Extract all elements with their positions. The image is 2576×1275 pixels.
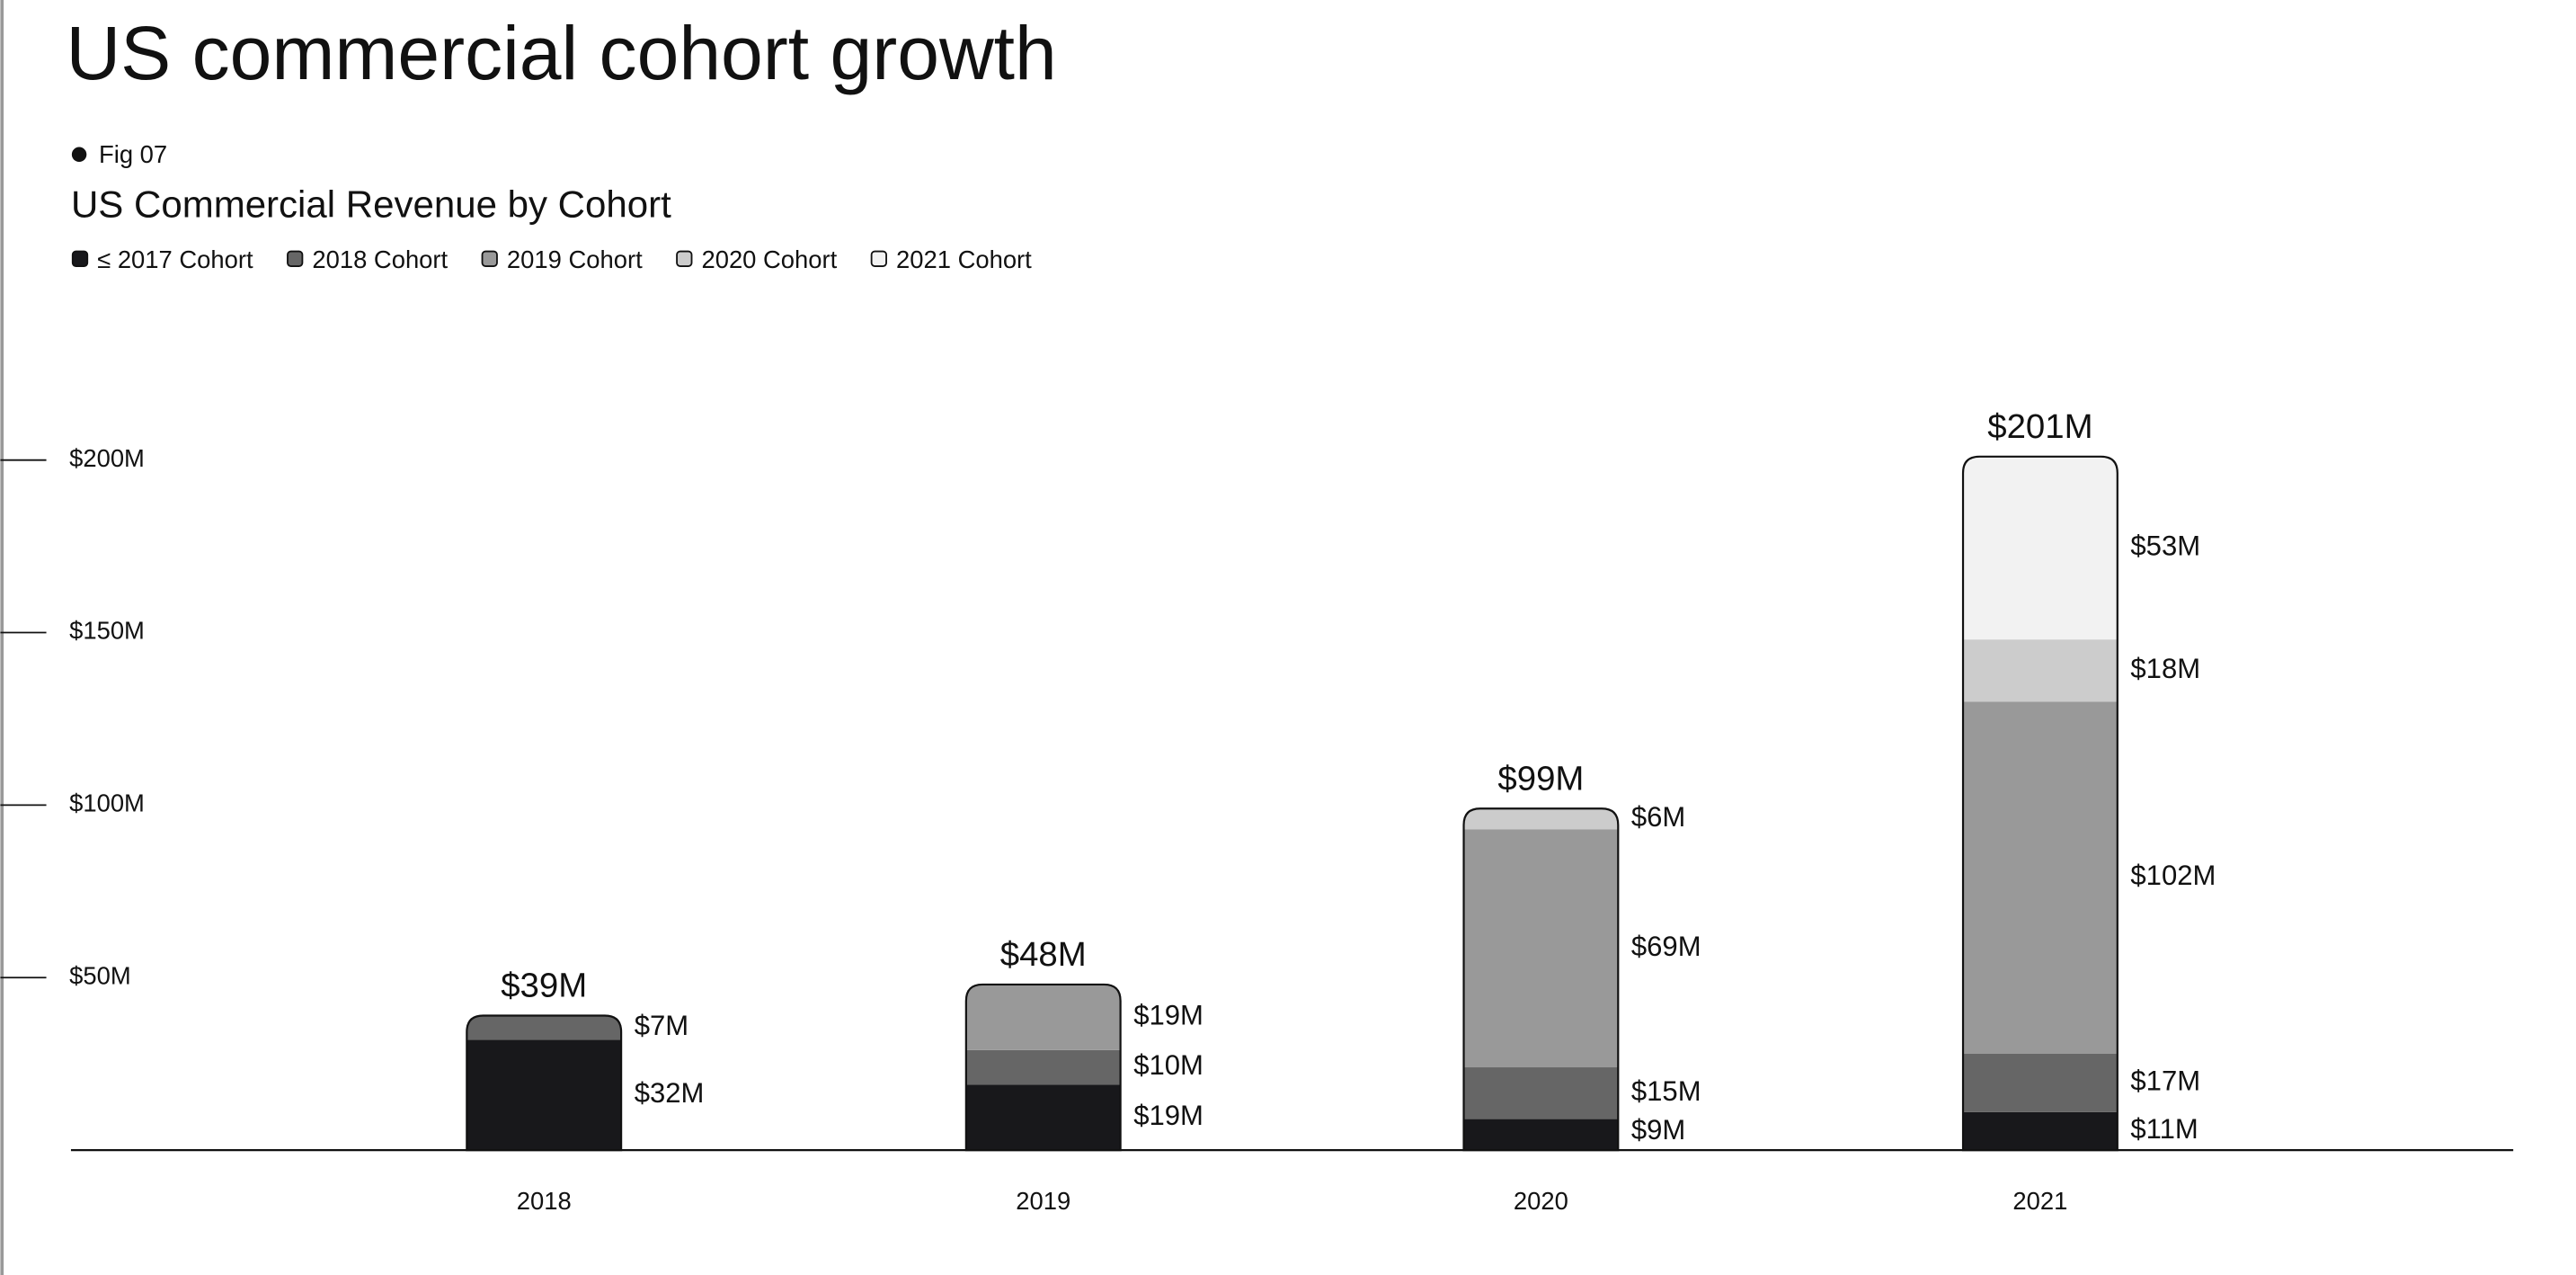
x-tick-label: 2018 (517, 1187, 572, 1215)
value-label: $32M (635, 1077, 705, 1109)
legend-label: 2021 Cohort (896, 245, 1032, 273)
bar-segment (1963, 1053, 2118, 1112)
value-label: $10M (1133, 1049, 1204, 1081)
value-label: $11M (2130, 1113, 2198, 1145)
total-label: $39M (501, 967, 587, 1005)
y-tick-label: $200M (69, 444, 145, 472)
bar-segment (965, 1049, 1121, 1085)
bar-segment (1463, 829, 1619, 1068)
x-tick-label: 2020 (1514, 1187, 1568, 1215)
bar-outline (466, 1014, 623, 1152)
legend-label: 2020 Cohort (701, 245, 837, 273)
total-label: $48M (1000, 935, 1087, 974)
figure-bullet (71, 147, 87, 162)
value-label: $15M (1631, 1075, 1701, 1107)
y-tick-label: $50M (69, 961, 131, 989)
bar-outline (1961, 455, 2119, 1152)
total-label: $99M (1497, 759, 1584, 798)
value-label: $17M (2130, 1065, 2200, 1096)
total-label: $201M (1987, 407, 2092, 446)
value-label: $53M (2130, 531, 2200, 562)
bar-segment (965, 984, 1121, 1050)
subtitle: US Commercial Revenue by Cohort (71, 183, 671, 225)
value-label: $19M (1133, 1100, 1204, 1131)
y-tick-label: $150M (69, 617, 145, 645)
x-tick-label: 2019 (1016, 1187, 1070, 1215)
bar-segment (1463, 1119, 1619, 1151)
y-tick-label: $100M (69, 789, 145, 817)
legend-label: 2018 Cohort (312, 245, 448, 273)
legend-label: 2019 Cohort (507, 245, 643, 273)
figure-label: Fig 07 (99, 140, 167, 168)
value-label: $18M (2130, 653, 2200, 684)
x-tick-label: 2021 (2012, 1187, 2067, 1215)
legend-swatch (481, 250, 498, 267)
value-label: $9M (1631, 1114, 1685, 1146)
bar-segment (1963, 701, 2118, 1054)
bar-segment (1463, 1067, 1619, 1119)
bar-segment (1463, 808, 1619, 830)
bar-segment (1963, 456, 2118, 640)
bar-segment (466, 1039, 622, 1151)
legend-swatch (676, 250, 693, 267)
bar-outline (964, 983, 1122, 1152)
bar-segment (1963, 1111, 2118, 1151)
value-label: $102M (2130, 860, 2216, 891)
bar-segment (1963, 639, 2118, 702)
legend-swatch (870, 250, 887, 267)
legend-swatch (287, 250, 304, 267)
bar-segment (466, 1015, 622, 1040)
legend-label: ≤ 2017 Cohort (97, 245, 253, 273)
value-label: $19M (1133, 1000, 1204, 1031)
legend-swatch (71, 250, 89, 267)
value-label: $7M (635, 1010, 688, 1041)
legend: ≤ 2017 Cohort 2018 Cohort 2019 Cohort 2020 … (71, 245, 1032, 273)
value-label: $69M (1631, 931, 1701, 962)
value-label: $6M (1631, 801, 1685, 833)
chart-title: US commercial cohort growth (66, 11, 1056, 95)
bar-outline (1462, 807, 1620, 1152)
bar-segment (965, 1084, 1121, 1151)
